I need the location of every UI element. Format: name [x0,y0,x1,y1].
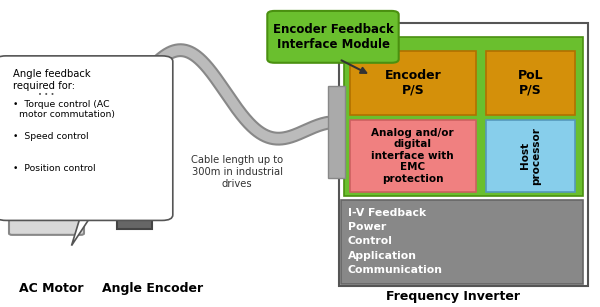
FancyBboxPatch shape [486,51,575,115]
Text: I-V Feedback: I-V Feedback [348,208,426,218]
FancyBboxPatch shape [350,51,476,115]
Text: • • •: • • • [38,92,55,98]
Text: Encoder Feedback
Interface Module: Encoder Feedback Interface Module [272,23,394,51]
FancyBboxPatch shape [9,91,84,235]
Text: Application: Application [348,251,417,261]
Text: Control: Control [348,236,393,247]
Text: •  Speed control: • Speed control [13,132,89,141]
Polygon shape [71,215,92,246]
Text: Angle feedback
required for:: Angle feedback required for: [13,69,91,91]
FancyBboxPatch shape [0,56,173,220]
Text: AC Motor: AC Motor [19,282,83,295]
Text: Encoder
P/S: Encoder P/S [385,69,441,97]
Text: PoL
P/S: PoL P/S [518,69,543,97]
Text: •  Torque control (AC
  motor commutation): • Torque control (AC motor commutation) [13,100,115,119]
FancyBboxPatch shape [120,71,149,94]
Text: Cable length up to
300m in industrial
drives: Cable length up to 300m in industrial dr… [191,155,283,188]
Text: •  Position control: • Position control [13,164,96,173]
Text: Communication: Communication [348,265,443,275]
FancyBboxPatch shape [339,23,588,286]
FancyBboxPatch shape [27,89,66,101]
FancyBboxPatch shape [117,94,152,229]
FancyBboxPatch shape [81,111,94,215]
Text: Analog and/or
digital
interface with
EMC
protection: Analog and/or digital interface with EMC… [371,128,454,184]
FancyBboxPatch shape [328,86,345,178]
FancyBboxPatch shape [486,120,575,192]
Text: Frequency Inverter: Frequency Inverter [386,290,520,303]
Text: Host
processor: Host processor [520,127,541,185]
FancyBboxPatch shape [341,200,583,284]
Text: Angle Encoder: Angle Encoder [103,282,203,295]
FancyBboxPatch shape [268,11,398,63]
FancyBboxPatch shape [344,37,583,196]
Text: Power: Power [348,222,386,232]
FancyBboxPatch shape [350,120,476,192]
